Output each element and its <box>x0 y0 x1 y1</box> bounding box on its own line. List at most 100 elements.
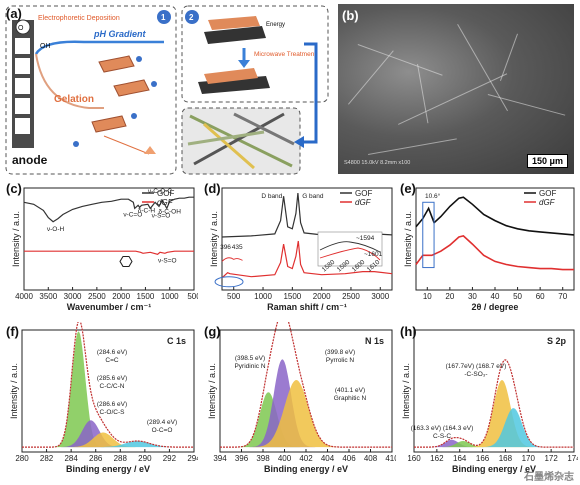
x-tick-label: 40 <box>491 292 500 301</box>
x-tick-label: 4000 <box>15 292 33 301</box>
peak-annotation: ν-S=O <box>158 257 177 264</box>
x-tick-label: 174 <box>567 454 578 463</box>
panel-a-schematic: O anode Electrophoretic Deposition 1 OH … <box>4 4 332 176</box>
plot-frame <box>23 187 195 291</box>
legend-label: dGF <box>355 198 372 207</box>
peak-area-2 <box>414 380 574 448</box>
sem-ridge <box>487 94 566 117</box>
sem-ridge <box>499 33 518 81</box>
y-axis-label: Intensity / a.u. <box>209 211 219 267</box>
x-tick-label: 394 <box>213 454 227 463</box>
x-tick-label: 160 <box>407 454 421 463</box>
y-axis-label: Intensity / a.u. <box>207 363 217 419</box>
peak-label: C=C <box>105 357 118 364</box>
x-tick-label: 500 <box>227 292 241 301</box>
x-tick-label: 2500 <box>88 292 106 301</box>
peak-label: C-C/C-N <box>100 383 125 390</box>
band-label-g: G band <box>302 193 324 200</box>
x-tick-label: 3500 <box>39 292 57 301</box>
inset-label: 435 <box>232 244 243 251</box>
peak-area-0 <box>220 392 392 448</box>
peak-annotation: ν-O-H <box>47 226 65 233</box>
series-line-GOF <box>23 196 194 223</box>
spectrum-title: N 1s <box>365 336 384 346</box>
peak-label: -C-SO₃- <box>464 371 487 378</box>
spectrum-title: S 2p <box>547 336 567 346</box>
x-tick-label: 290 <box>138 454 152 463</box>
x-axis-label: Binding energy / eV <box>66 464 150 474</box>
y-axis-label: Intensity / a.u. <box>401 363 411 419</box>
legend-label: GOF <box>355 189 372 198</box>
panel-label-g: (g) <box>204 324 221 339</box>
peak-area-2 <box>22 432 194 448</box>
peak-highlight-box <box>422 201 435 269</box>
y-axis-label: Intensity / a.u. <box>9 363 19 419</box>
step1-title: Electrophoretic Deposition <box>38 15 120 22</box>
x-tick-label: 166 <box>476 454 490 463</box>
anode-cells <box>15 38 30 134</box>
anode-label: anode <box>12 153 48 167</box>
chart-e-xrd: 10 20 30 40 50 60 70 2θ / degree Intensity / a.u… <box>403 187 575 312</box>
peak-label: C-O/C-S <box>100 409 126 416</box>
x-tick-label: 3000 <box>371 292 389 301</box>
series-line-dGF <box>221 240 393 279</box>
inset-gof-line <box>319 241 381 253</box>
legend-label: dGF <box>157 198 174 207</box>
panel-label-d: (d) <box>204 181 221 196</box>
step1-num: 1 <box>161 13 166 22</box>
flow-arrowhead <box>294 136 304 148</box>
peak-area-1 <box>414 441 574 448</box>
x-tick-label: 404 <box>321 454 335 463</box>
spectrum-title: C 1s <box>167 336 186 346</box>
x-tick-label: 168 <box>499 454 513 463</box>
gelation-curve <box>35 53 104 109</box>
x-tick-label: 1500 <box>283 292 301 301</box>
inset-label: 396 <box>220 244 231 251</box>
peak-label: Graphitic N <box>334 395 367 402</box>
scale-bar: 150 μm <box>526 154 568 168</box>
x-tick-label: 3000 <box>64 292 82 301</box>
peak-label: (401.1 eV) <box>335 387 365 394</box>
envelope-line <box>414 359 574 448</box>
x-tick-label: 2500 <box>342 292 360 301</box>
x-tick-label: 172 <box>544 454 558 463</box>
step1-badge <box>157 10 171 24</box>
box-step1 <box>5 5 177 175</box>
x-tick-label: 292 <box>163 454 177 463</box>
panel-label-c: (c) <box>6 181 22 196</box>
sem-ridge <box>348 50 395 105</box>
x-tick-label: 284 <box>64 454 78 463</box>
benzene-ring-icon <box>119 255 133 267</box>
peak-annotation: ν-C=O <box>123 212 142 219</box>
x-tick-label: 170 <box>522 454 536 463</box>
peak-area-2 <box>220 380 392 448</box>
x-tick-label: 1000 <box>161 292 179 301</box>
stack-after <box>198 68 270 94</box>
oh-label: OH <box>40 43 51 50</box>
peak-label: Pyrrolic N <box>326 357 354 364</box>
flow-arrow <box>302 42 318 144</box>
step2-badge <box>185 10 199 24</box>
y-axis-label: Intensity / a.u. <box>403 211 413 267</box>
peak-label: O-C=O <box>152 427 173 434</box>
x-tick-label: 500 <box>187 292 198 301</box>
x-tick-label: 10 <box>423 292 432 301</box>
x-tick-label: 286 <box>89 454 103 463</box>
inset-label: ~1594 <box>356 235 375 242</box>
peak-annotation: δ-C-H <box>138 207 156 214</box>
gel-arrow <box>103 135 150 155</box>
chart-c-ftir: 4000 3500 3000 2500 2000 1500 1000 500 Wavenumbe… <box>11 187 198 312</box>
x-axis-label: Binding energy / eV <box>264 464 348 474</box>
x-tick-label: 2000 <box>112 292 130 301</box>
chart-g-n1s: 394 396 398 400 402 404 406 408 410 Binding energ… <box>207 322 396 474</box>
x-tick-label: 288 <box>114 454 128 463</box>
chart-h-s2p: 160 162 164 166 168 170 172 174 Binding energy /… <box>401 329 578 474</box>
peak-label: (399.8 eV) <box>325 349 355 356</box>
band-label-d: D band <box>261 193 282 200</box>
o2-bubble <box>15 19 31 35</box>
x-axis-label: 2θ / degree <box>472 302 519 312</box>
peak-annotation: ν-C-O-C <box>148 188 172 195</box>
peak-label: (285.6 eV) <box>97 375 127 382</box>
step2-num: 2 <box>189 13 194 22</box>
ph-gradient-curve <box>34 40 164 55</box>
